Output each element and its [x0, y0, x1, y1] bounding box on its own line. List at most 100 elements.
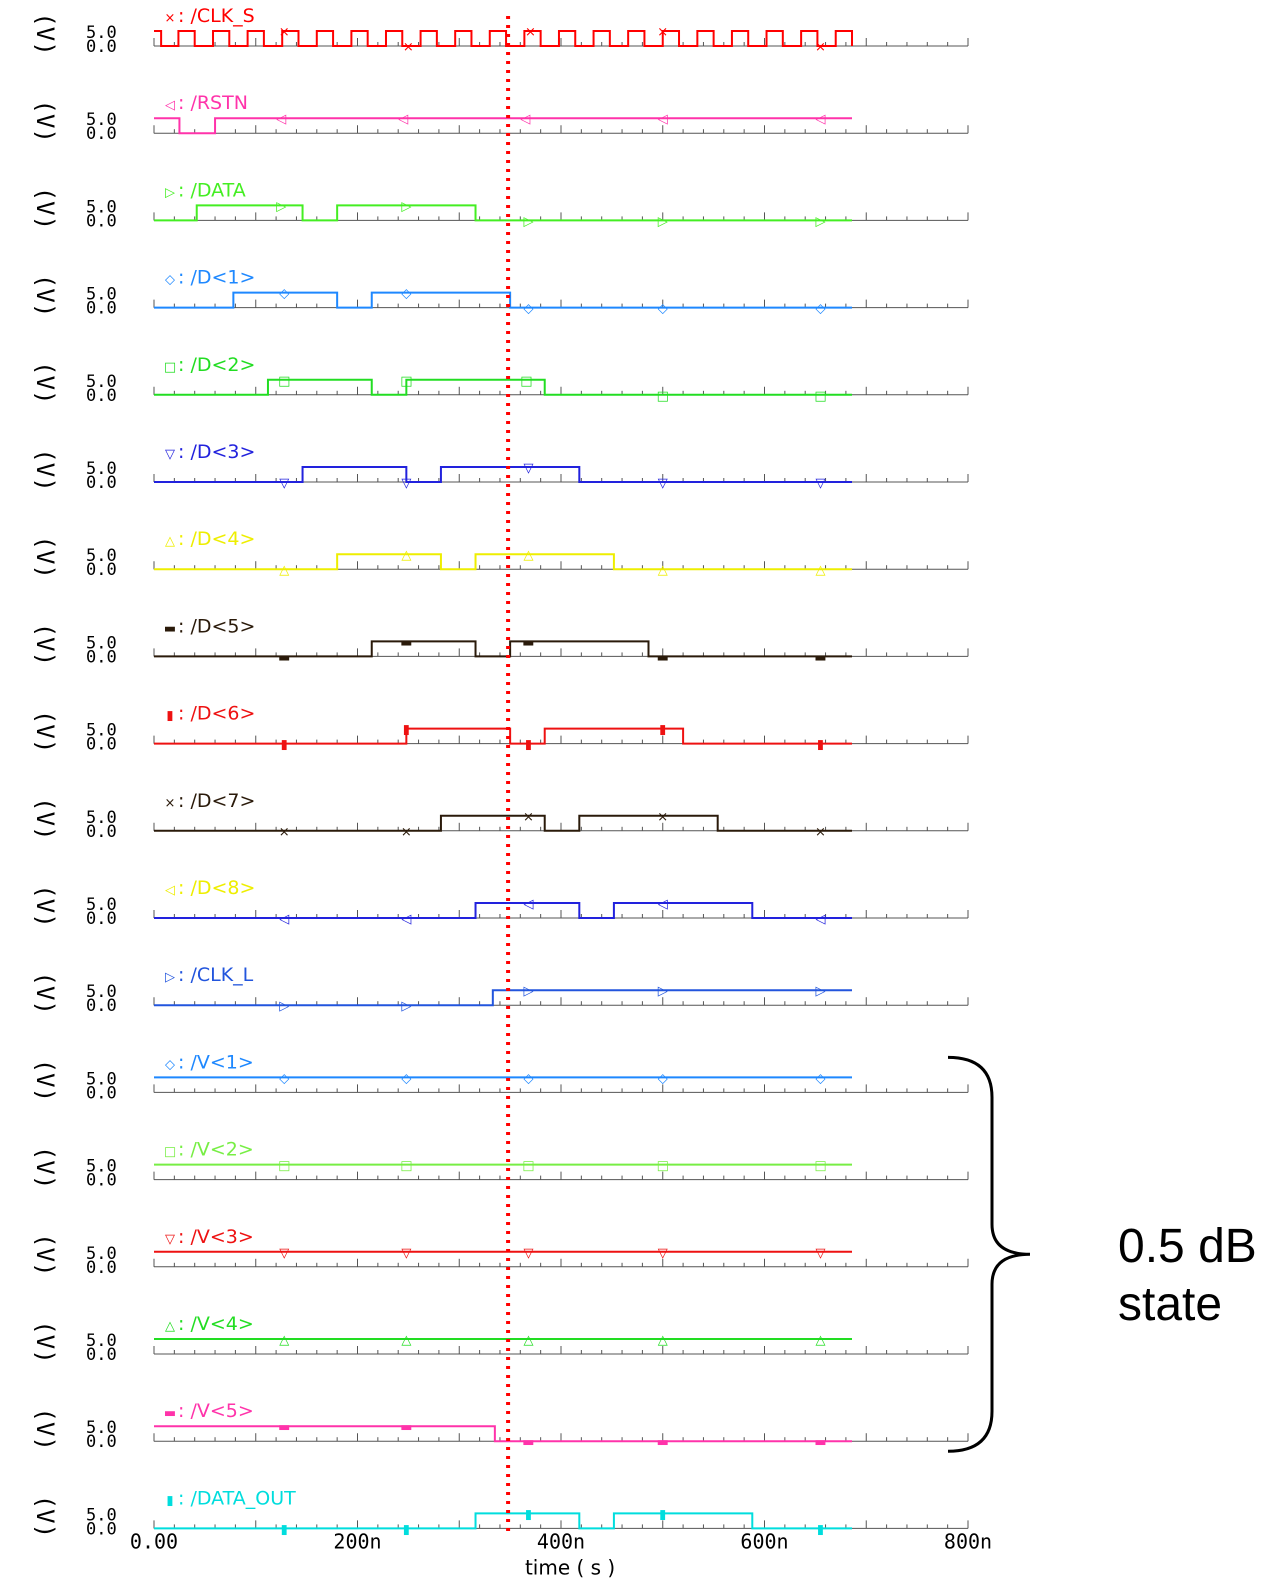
series-marker: ▬ — [400, 635, 412, 650]
series-marker: □ — [814, 1159, 826, 1174]
series-marker: × — [815, 825, 826, 840]
legend-marker: ▷ — [165, 970, 175, 985]
series-marker: ◁ — [279, 912, 289, 927]
y-unit-label: (V) — [31, 100, 59, 143]
series-marker: ◇ — [815, 1071, 825, 1086]
y-unit-label: (V) — [31, 361, 59, 404]
legend-marker: ▮ — [166, 1493, 173, 1508]
series-marker: ◇ — [815, 302, 825, 317]
series-name-label: : /RSTN — [178, 92, 248, 114]
legend-marker: ◁ — [165, 98, 175, 113]
legend-marker: ▬ — [164, 1406, 176, 1421]
series-marker: ▷ — [658, 214, 668, 229]
legend-marker: □ — [164, 360, 176, 375]
y-tick-label-low: 0.0 — [86, 909, 117, 929]
y-tick-label-low: 0.0 — [86, 822, 117, 842]
legend-marker: × — [165, 796, 176, 811]
series-marker: □ — [520, 374, 532, 389]
x-tick-label: 800n — [944, 1529, 992, 1553]
series-marker: □ — [522, 1159, 534, 1174]
y-tick-label-high: 5.0 — [86, 197, 117, 217]
y-unit-label: (V) — [31, 1320, 59, 1363]
series-marker: ▽ — [279, 1246, 289, 1261]
series-marker: ▽ — [815, 476, 825, 491]
y-tick-label-high: 5.0 — [86, 1069, 117, 1089]
y-tick-label-low: 0.0 — [86, 37, 117, 57]
series-marker: ▽ — [815, 1246, 825, 1261]
series-name-label: : /D<4> — [178, 528, 255, 550]
series-marker: ▽ — [523, 461, 533, 476]
y-unit-label: (V) — [31, 536, 59, 579]
legend-marker: ◇ — [165, 273, 175, 288]
annotation-line-2: state — [1118, 1278, 1223, 1331]
series-marker: ◁ — [658, 112, 668, 127]
series-marker: ◁ — [398, 112, 408, 127]
series-marker: ▮ — [403, 1522, 410, 1537]
y-unit-label: (V) — [31, 1233, 59, 1276]
legend-marker: ▷ — [165, 185, 175, 200]
series-marker: ◇ — [658, 302, 668, 317]
series-marker: × — [523, 810, 534, 825]
series-marker: ▷ — [658, 984, 668, 999]
series-marker: ▬ — [278, 1420, 290, 1435]
series-marker: △ — [523, 548, 533, 563]
y-tick-label-low: 0.0 — [86, 1258, 117, 1278]
y-tick-label-high: 5.0 — [86, 372, 117, 392]
series-name-label: : /CLK_S — [178, 5, 255, 27]
series-marker: △ — [658, 1333, 668, 1348]
waveform-d-3 — [154, 466, 853, 483]
waveform-clk-l — [154, 989, 853, 1007]
y-tick-label-low: 0.0 — [86, 996, 117, 1016]
series-name-label: : /D<6> — [178, 703, 255, 725]
y-tick-label-low: 0.0 — [86, 1345, 117, 1365]
y-unit-label: (V) — [31, 710, 59, 753]
series-marker: □ — [278, 374, 290, 389]
series-marker: △ — [815, 563, 825, 578]
series-marker: △ — [279, 563, 289, 578]
legend-marker: ▽ — [165, 447, 175, 462]
series-marker: △ — [279, 1333, 289, 1348]
series-name-label: : /DATA_OUT — [178, 1487, 296, 1509]
series-marker: ▷ — [276, 199, 286, 214]
series-name-label: : /V<1> — [178, 1051, 254, 1073]
y-unit-label: (V) — [31, 623, 59, 666]
series-marker: ◇ — [279, 287, 289, 302]
x-tick-label: 0.00 — [130, 1529, 178, 1553]
series-marker: ◁ — [523, 897, 533, 912]
series-marker: ▽ — [279, 476, 289, 491]
series-marker: △ — [815, 1333, 825, 1348]
y-unit-label: (V) — [31, 1408, 59, 1451]
legend-marker: ◇ — [165, 1057, 175, 1072]
series-marker: × — [279, 25, 290, 40]
legend-marker: ▽ — [165, 1232, 175, 1247]
y-tick-label-low: 0.0 — [86, 1432, 117, 1452]
y-tick-label-low: 0.0 — [86, 1083, 117, 1103]
y-tick-label-low: 0.0 — [86, 299, 117, 319]
y-tick-label-high: 5.0 — [86, 1418, 117, 1438]
series-marker: ▮ — [281, 738, 288, 753]
series-marker: ▮ — [659, 723, 666, 738]
series-marker: ▬ — [814, 1435, 826, 1450]
waveform-d-6 — [154, 727, 853, 745]
y-tick-label-high: 5.0 — [86, 110, 117, 130]
series-marker: ▬ — [522, 635, 534, 650]
y-tick-label-high: 5.0 — [86, 1157, 117, 1177]
series-marker: ▽ — [401, 476, 411, 491]
series-marker: ▷ — [401, 199, 411, 214]
series-marker: ▬ — [522, 1435, 534, 1450]
legend-marker: ▮ — [166, 709, 173, 724]
series-marker: ▮ — [817, 738, 824, 753]
series-marker: ▽ — [523, 1246, 533, 1261]
series-name-label: : /V<5> — [178, 1400, 254, 1422]
waveform-d-1 — [154, 291, 853, 309]
y-unit-label: (V) — [31, 448, 59, 491]
legend-marker: △ — [165, 534, 175, 549]
waveform-data-out — [154, 1512, 853, 1530]
waveform-clk-s — [154, 30, 854, 47]
series-marker: ▬ — [657, 650, 669, 665]
series-marker: ◁ — [520, 112, 530, 127]
y-tick-label-low: 0.0 — [86, 386, 117, 406]
y-tick-label-low: 0.0 — [86, 473, 117, 493]
series-name-label: : /V<2> — [178, 1139, 254, 1161]
